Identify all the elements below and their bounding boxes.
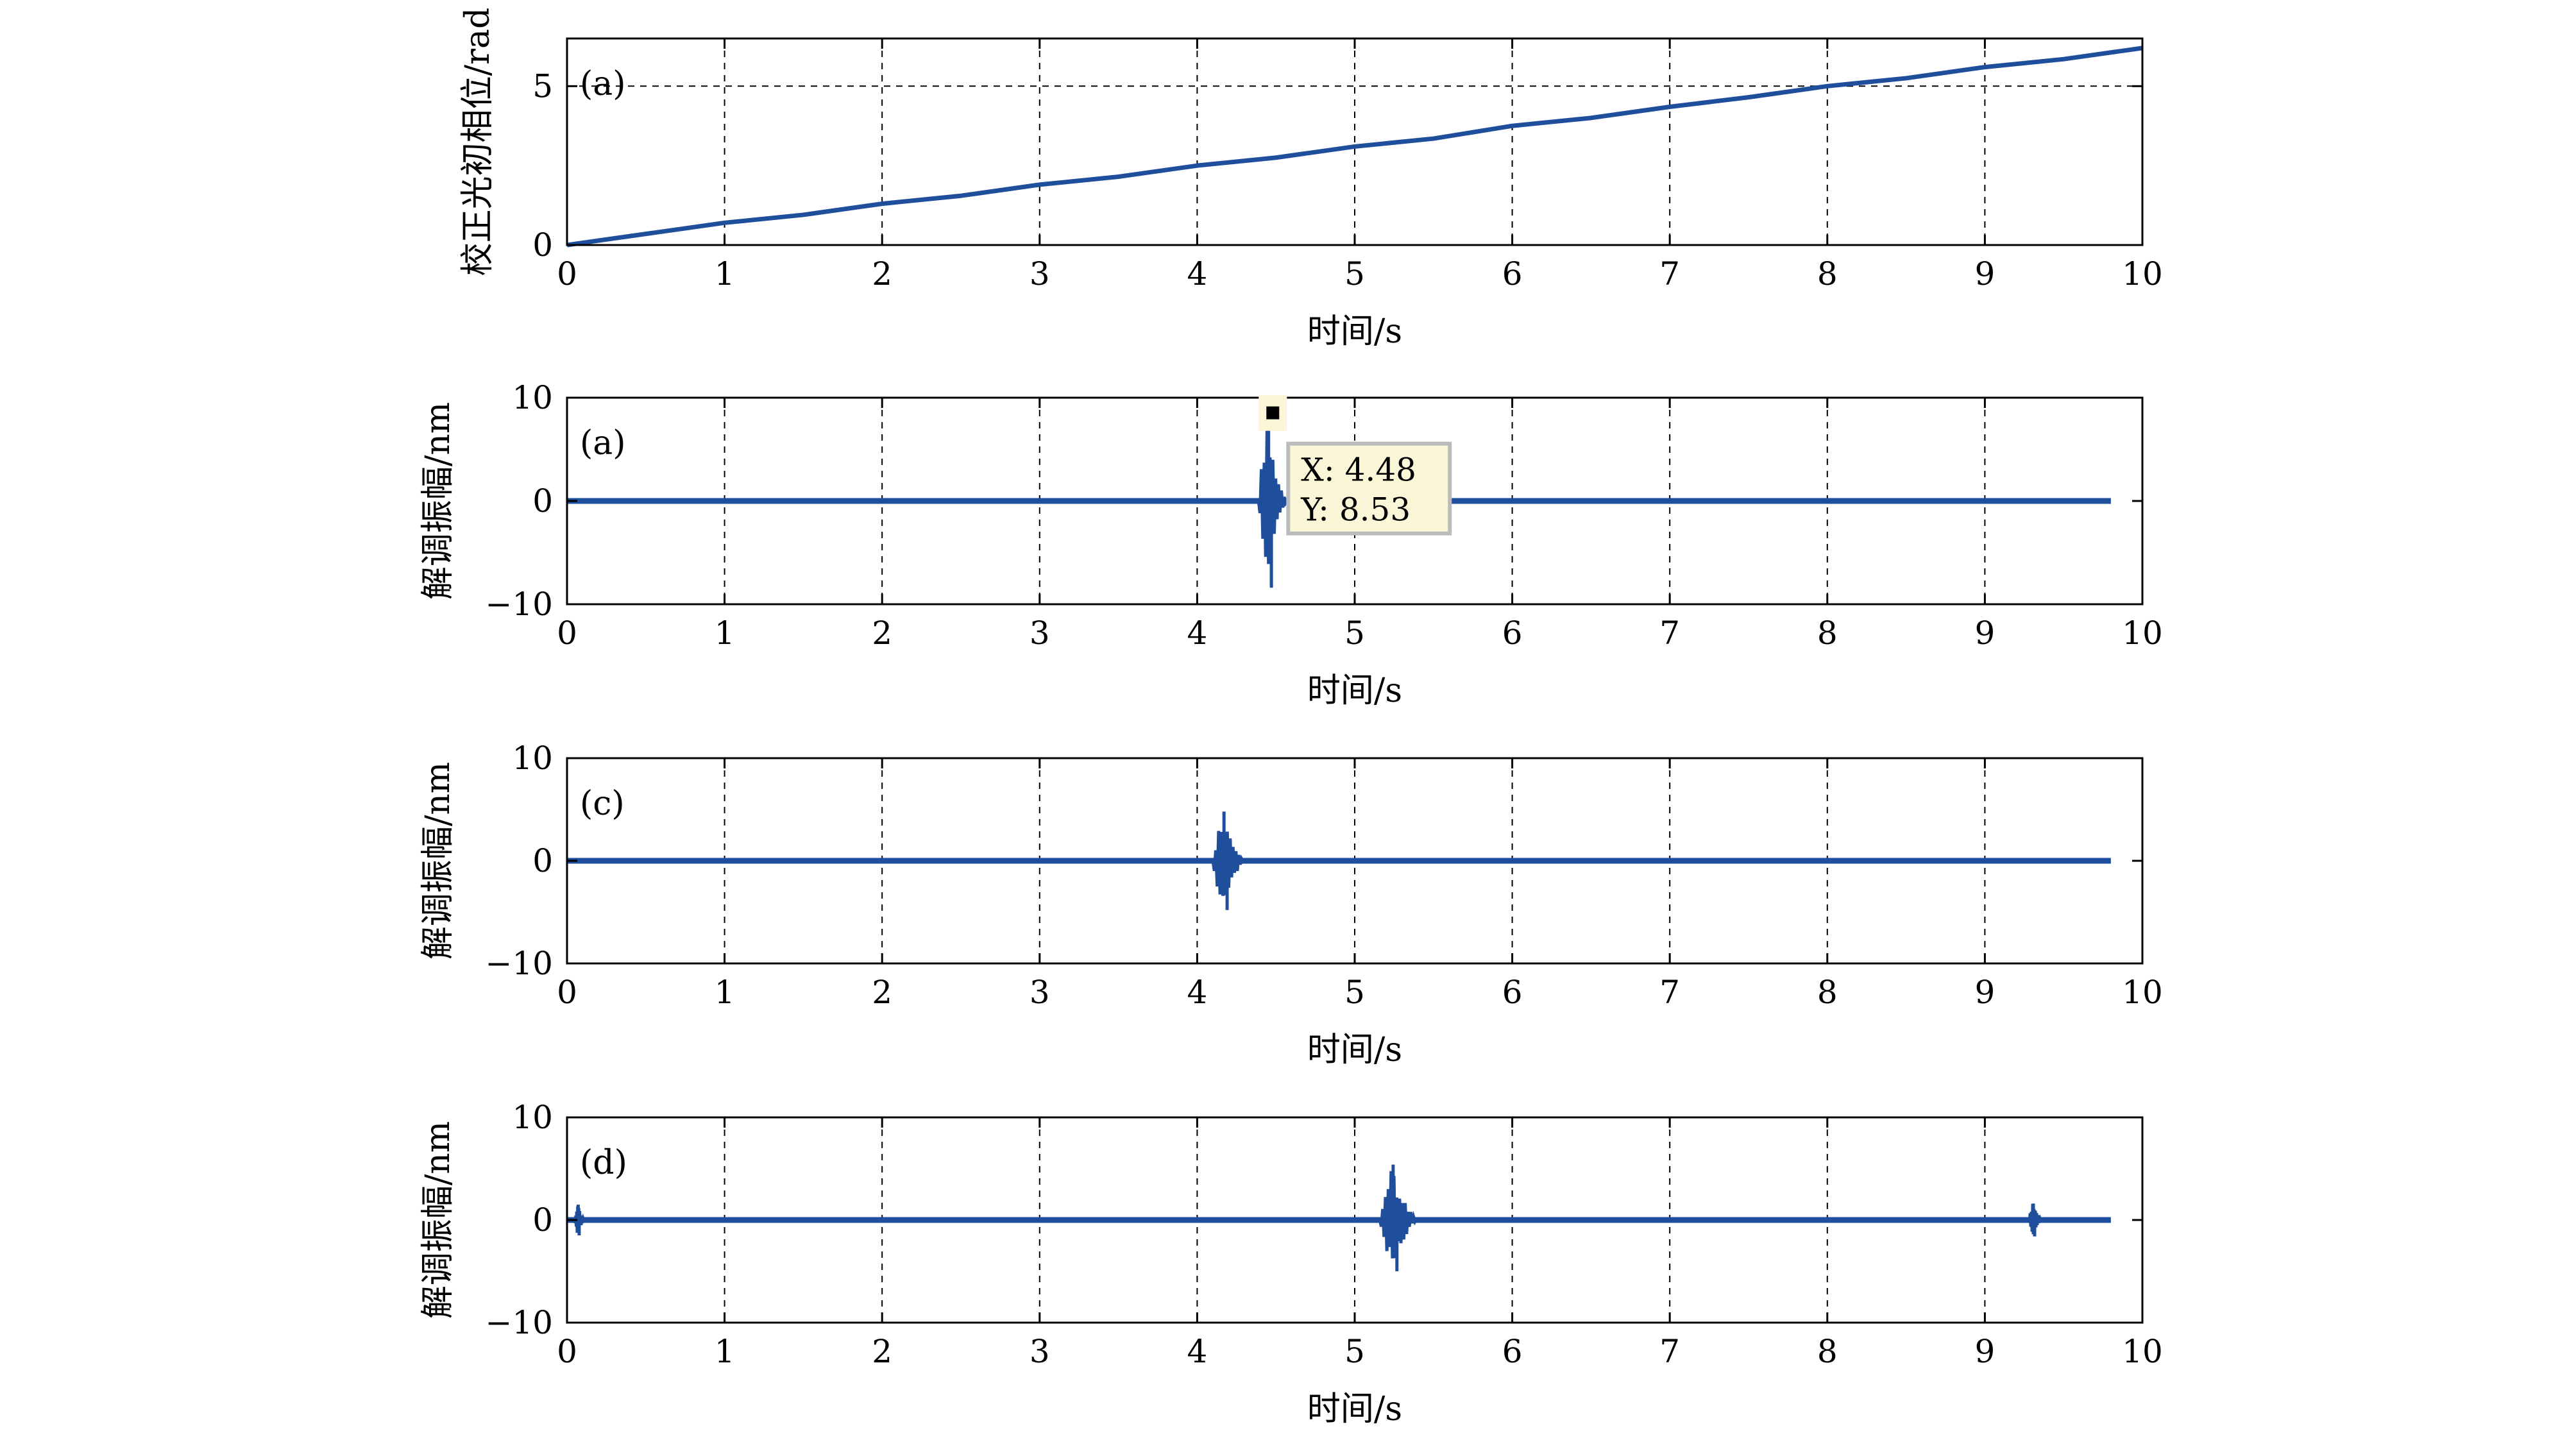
y-axis-label: 解调振幅/nm (419, 762, 457, 960)
x-tick-label: 0 (557, 255, 577, 292)
y-tick-label: −10 (485, 945, 553, 982)
x-tick-label: 6 (1502, 974, 1523, 1011)
x-axis-label: 时间/s (1307, 672, 1402, 710)
panel-label: (d) (580, 1144, 627, 1182)
datatip-x: X: 4.48 (1301, 452, 1416, 489)
series-burst (1211, 811, 1246, 910)
x-tick-label: 10 (2122, 614, 2163, 652)
x-tick-label: 0 (557, 614, 577, 652)
x-tick-label: 8 (1817, 255, 1838, 292)
x-tick-label: 7 (1659, 255, 1680, 292)
series-line (566, 46, 2143, 248)
y-axis-label: 解调振幅/nm (419, 402, 457, 600)
x-tick-label: 9 (1974, 614, 1995, 652)
x-tick-label: 0 (557, 974, 577, 1011)
y-tick-label: −10 (485, 586, 553, 623)
x-tick-label: 5 (1344, 1333, 1365, 1370)
x-tick-label: 8 (1817, 614, 1838, 652)
x-tick-label: 3 (1030, 255, 1050, 292)
x-tick-label: 4 (1187, 614, 1207, 652)
x-tick-label: 9 (1974, 974, 1995, 1011)
x-tick-label: 6 (1502, 614, 1523, 652)
x-tick-label: 3 (1030, 614, 1050, 652)
x-tick-label: 2 (872, 1333, 892, 1370)
series-burst (1257, 412, 1289, 588)
x-tick-label: 0 (557, 1333, 577, 1370)
x-tick-label: 4 (1187, 255, 1207, 292)
x-tick-label: 4 (1187, 1333, 1207, 1370)
x-tick-label: 9 (1974, 1333, 1995, 1370)
x-tick-label: 10 (2122, 255, 2163, 292)
panel-1: 0 1 2 3 4 5 6 7 8 9 10 0 5 时间/s 校正光初相位/rad (a) (459, 8, 2163, 351)
y-tick-label: 10 (512, 379, 553, 416)
datatip-marker (1266, 406, 1280, 419)
panel-label: (a) (580, 65, 626, 103)
panel-label: (a) (580, 424, 626, 462)
x-tick-label: 10 (2122, 974, 2163, 1011)
y-tick-label: −10 (485, 1304, 553, 1341)
datatip-y: Y: 8.53 (1300, 491, 1411, 529)
x-tick-label: 5 (1344, 974, 1365, 1011)
y-tick-label: 0 (532, 482, 553, 520)
x-tick-label: 2 (872, 614, 892, 652)
x-tick-label: 10 (2122, 1333, 2163, 1370)
x-tick-label: 4 (1187, 974, 1207, 1011)
x-tick-label: 1 (715, 1333, 735, 1370)
x-axis-label: 时间/s (1307, 312, 1402, 351)
series-burst (573, 1205, 586, 1235)
datatip-box (1286, 441, 1452, 536)
x-tick-label: 3 (1030, 974, 1050, 1011)
y-axis-label: 校正光初相位/rad (459, 8, 497, 276)
panel-label: (c) (580, 784, 625, 823)
x-tick-label: 8 (1817, 1333, 1838, 1370)
y-axis-label: 解调振幅/nm (419, 1121, 457, 1319)
x-tick-label: 5 (1344, 614, 1365, 652)
x-tick-label: 7 (1659, 614, 1680, 652)
x-tick-label: 1 (715, 974, 735, 1011)
x-tick-label: 6 (1502, 1333, 1523, 1370)
y-tick-label: 10 (512, 1099, 553, 1136)
y-tick-label: 0 (532, 1201, 553, 1239)
x-tick-label: 8 (1817, 974, 1838, 1011)
x-tick-label: 2 (872, 974, 892, 1011)
y-tick-label: 10 (512, 740, 553, 777)
y-tick-label: 0 (532, 842, 553, 879)
x-tick-label: 2 (872, 255, 892, 292)
x-tick-label: 9 (1974, 255, 1995, 292)
x-tick-label: 7 (1659, 1333, 1680, 1370)
x-axis-label: 时间/s (1307, 1390, 1402, 1428)
x-tick-label: 6 (1502, 255, 1523, 292)
x-tick-label: 1 (715, 255, 735, 292)
y-tick-label: 0 (532, 226, 553, 264)
series-burst (2027, 1203, 2043, 1237)
x-tick-label: 3 (1030, 1333, 1050, 1370)
x-tick-label: 7 (1659, 974, 1680, 1011)
series-burst (1378, 1164, 1419, 1271)
x-tick-label: 5 (1344, 255, 1365, 292)
y-tick-label: 5 (532, 67, 553, 105)
x-tick-label: 1 (715, 614, 735, 652)
x-axis-label: 时间/s (1307, 1031, 1402, 1069)
